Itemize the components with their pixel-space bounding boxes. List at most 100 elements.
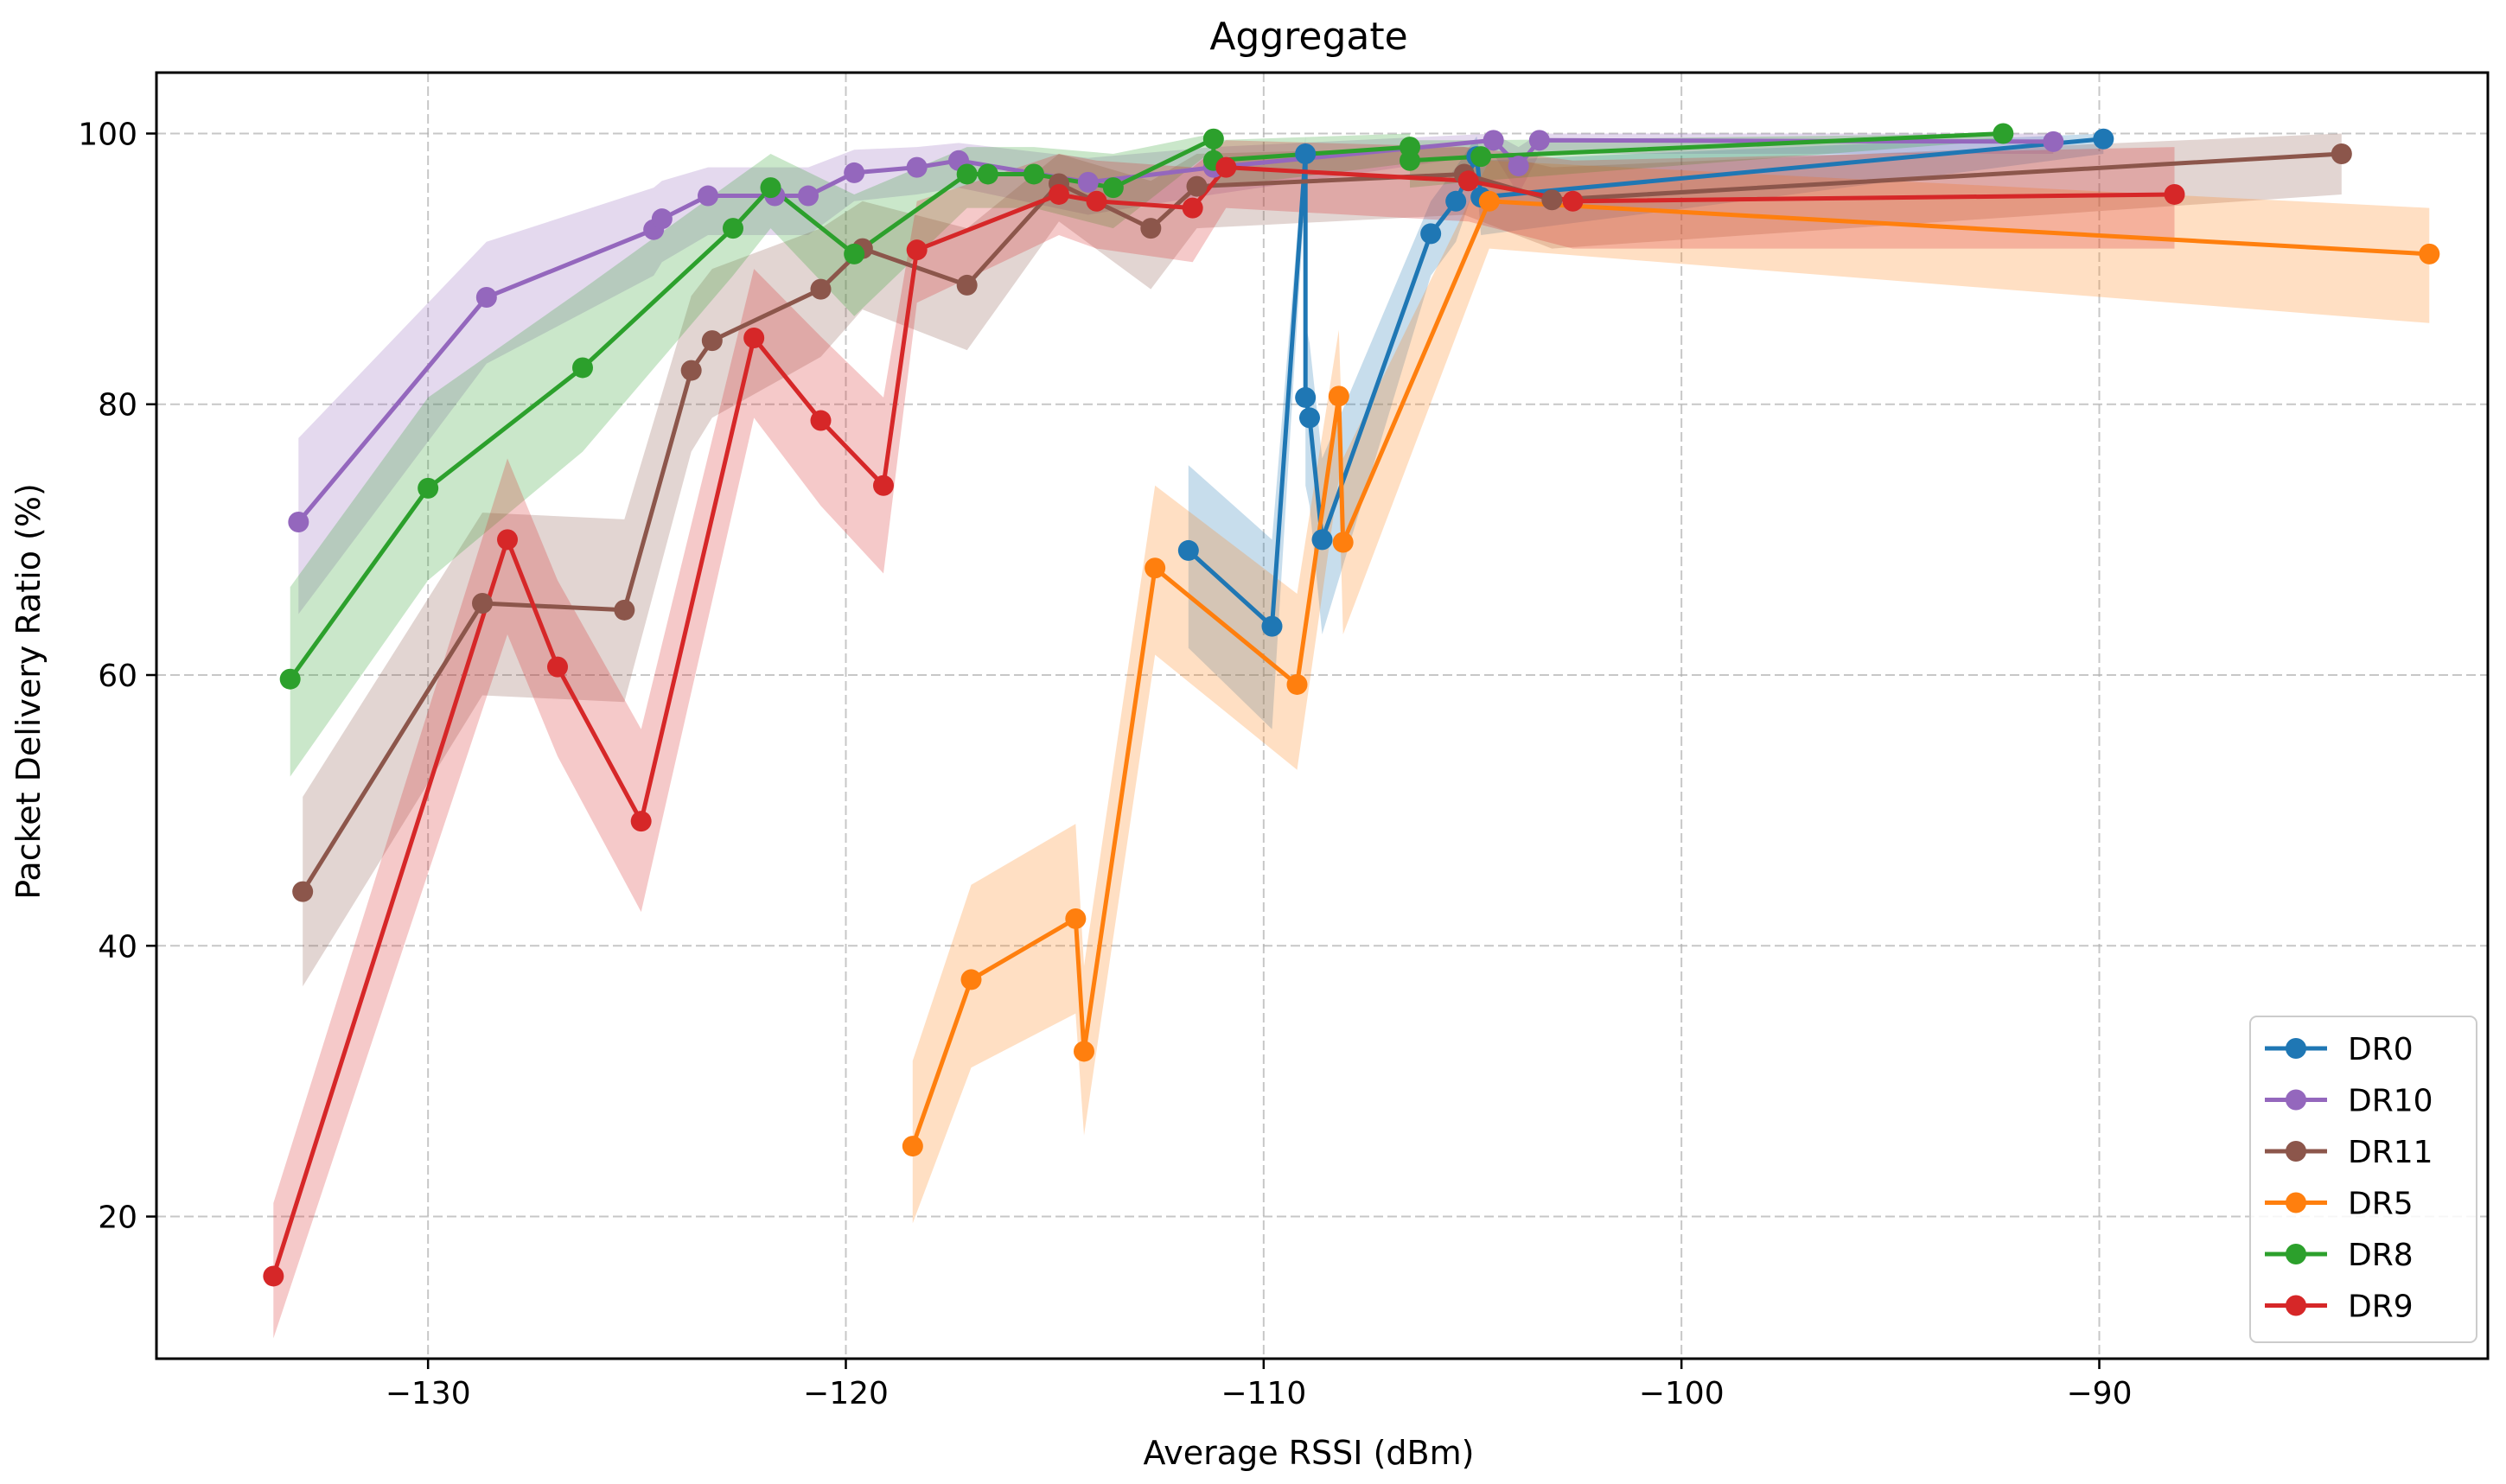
point-dr5 — [1065, 908, 1087, 929]
point-dr5 — [1074, 1041, 1094, 1062]
x-tick-label: −110 — [1221, 1376, 1306, 1411]
point-dr0 — [1311, 529, 1333, 551]
point-dr10 — [698, 185, 718, 207]
confidence-bands — [273, 133, 2430, 1339]
point-dr11 — [1140, 218, 1162, 239]
y-axis-label: Packet Delivery Ratio (%) — [10, 483, 48, 900]
point-dr9 — [497, 529, 518, 551]
point-dr9 — [1049, 183, 1069, 205]
point-dr11 — [2331, 143, 2352, 164]
point-dr9 — [906, 239, 928, 261]
band-dr0 — [1188, 133, 2104, 729]
legend-label-dr5: DR5 — [2348, 1187, 2414, 1222]
legend-marker-dr9 — [2286, 1295, 2306, 1316]
line-dr5 — [910, 199, 2432, 1149]
band-dr5 — [912, 160, 2430, 1224]
point-dr5 — [2419, 243, 2440, 264]
x-tick-label: −90 — [2067, 1376, 2133, 1411]
point-dr8 — [1470, 146, 1492, 168]
legend: DR0 DR10 DR11 DR5 DR8 DR9 — [2249, 1016, 2477, 1343]
x-tick-label: −100 — [1639, 1376, 1725, 1411]
point-dr5 — [1328, 385, 1349, 407]
point-dr0 — [2093, 128, 2114, 150]
y-tick-label: 80 — [98, 388, 137, 424]
point-dr8 — [1023, 163, 1044, 185]
point-dr9 — [630, 811, 652, 832]
point-dr9 — [547, 656, 568, 678]
point-dr10 — [2043, 131, 2064, 152]
point-dr8 — [844, 243, 865, 264]
point-dr10 — [1508, 156, 1529, 177]
point-dr0 — [1261, 615, 1283, 637]
point-dr9 — [1182, 197, 1203, 219]
point-dr11 — [292, 881, 314, 902]
point-dr10 — [651, 208, 673, 230]
point-dr10 — [1483, 130, 1504, 151]
point-dr8 — [977, 163, 998, 185]
point-dr8 — [1102, 177, 1124, 199]
point-dr10 — [475, 287, 497, 309]
point-dr0 — [1299, 407, 1320, 429]
y-tick-label: 100 — [78, 117, 137, 152]
y-tick-label: 40 — [98, 929, 137, 965]
legend-marker-dr8 — [2286, 1244, 2306, 1264]
point-dr11 — [1186, 175, 1208, 197]
point-dr8 — [760, 177, 781, 199]
point-dr8 — [956, 163, 978, 185]
point-dr11 — [472, 592, 493, 614]
band-dr11 — [303, 133, 2342, 987]
point-dr5 — [1478, 190, 1500, 212]
point-dr10 — [288, 512, 309, 533]
band-dr9 — [273, 140, 2175, 1339]
legend-label-dr8: DR8 — [2348, 1238, 2414, 1273]
point-dr8 — [418, 477, 439, 499]
point-dr9 — [1215, 156, 1237, 178]
legend-marker-dr11 — [2286, 1141, 2306, 1162]
point-dr11 — [1541, 189, 1563, 211]
point-dr11 — [701, 330, 723, 352]
point-dr5 — [1286, 673, 1308, 695]
point-dr0 — [1295, 143, 1317, 164]
point-dr8 — [1400, 150, 1420, 171]
point-dr11 — [614, 599, 635, 621]
legend-label-dr9: DR9 — [2348, 1290, 2414, 1325]
legend-marker-dr10 — [2286, 1089, 2306, 1111]
x-axis-label: Average RSSI (dBm) — [1144, 1434, 1475, 1472]
x-tick-label: −130 — [386, 1376, 471, 1411]
y-tick-label: 20 — [98, 1201, 137, 1236]
point-dr9 — [1086, 190, 1107, 212]
legend-label-dr0: DR0 — [2348, 1032, 2414, 1067]
point-dr5 — [1145, 557, 1166, 579]
point-dr5 — [902, 1136, 923, 1157]
point-dr9 — [1457, 170, 1479, 192]
point-dr10 — [1528, 130, 1550, 151]
point-dr5 — [1332, 532, 1354, 553]
legend-marker-dr0 — [2286, 1038, 2306, 1059]
legend-marker-dr5 — [2286, 1192, 2306, 1213]
point-dr8 — [723, 218, 743, 239]
point-dr0 — [1420, 223, 1442, 245]
axis-ticks: −130 −120 −110 −100 −90 20 40 60 80 100 — [78, 117, 2132, 1411]
chart-title: Aggregate — [1209, 15, 1407, 59]
point-dr5 — [960, 969, 982, 990]
point-dr10 — [906, 156, 928, 178]
point-dr10 — [1077, 171, 1099, 193]
point-dr9 — [743, 327, 765, 348]
point-dr8 — [1993, 123, 2014, 144]
point-dr11 — [956, 274, 978, 296]
point-dr0 — [1295, 386, 1317, 408]
point-dr9 — [810, 410, 832, 431]
point-dr9 — [2164, 183, 2185, 205]
point-dr0 — [1177, 539, 1199, 561]
point-dr8 — [279, 668, 301, 690]
series-markers — [263, 123, 2440, 1287]
y-tick-label: 60 — [98, 659, 137, 694]
point-dr9 — [1562, 190, 1584, 212]
legend-label-dr11: DR11 — [2348, 1135, 2433, 1170]
x-tick-label: −120 — [803, 1376, 889, 1411]
legend-label-dr10: DR10 — [2348, 1084, 2433, 1119]
point-dr10 — [798, 185, 819, 207]
point-dr9 — [263, 1265, 284, 1287]
